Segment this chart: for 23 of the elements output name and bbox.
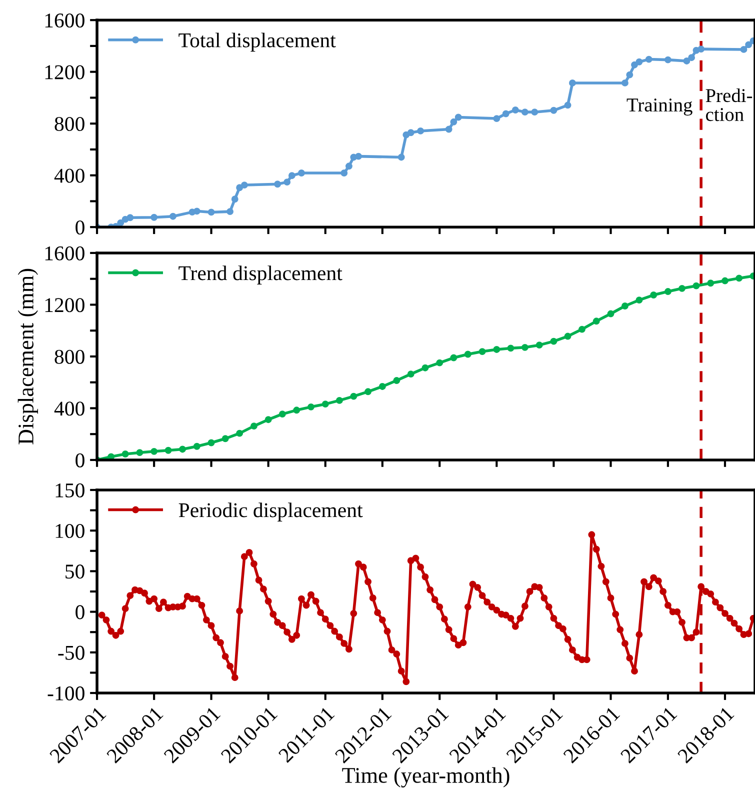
y-tick-label: 1200 xyxy=(45,298,84,312)
y-tick-label: 0 xyxy=(76,605,84,620)
legend-label: Total displacement xyxy=(178,32,336,52)
y-tick-label: -100 xyxy=(48,686,84,700)
y-tick-label: 1600 xyxy=(45,13,84,28)
y-tick-label: 800 xyxy=(54,350,84,364)
y-tick-label: 50 xyxy=(66,564,84,579)
y-tick-label: 800 xyxy=(54,116,84,132)
y-tick-label: 400 xyxy=(54,168,84,183)
y-tick-label: 0 xyxy=(76,220,84,235)
x-axis-title: Time (year-month) xyxy=(342,767,510,788)
legend-label: Trend displacement xyxy=(178,266,342,284)
y-tick-label: 0 xyxy=(76,453,84,468)
y-axis-title: Displacement (mm) xyxy=(18,268,38,444)
legend-label: Periodic displacement xyxy=(178,502,363,522)
y-tick-label: 1600 xyxy=(45,246,84,260)
y-tick-label: 400 xyxy=(54,402,84,416)
y-tick-label: 150 xyxy=(56,483,84,498)
y-tick-label: 100 xyxy=(56,524,84,538)
y-tick-label: -50 xyxy=(58,646,84,660)
y-tick-label: 1200 xyxy=(45,65,84,80)
annotation: Predi- ction xyxy=(706,88,752,122)
annotation: Training xyxy=(626,98,692,116)
